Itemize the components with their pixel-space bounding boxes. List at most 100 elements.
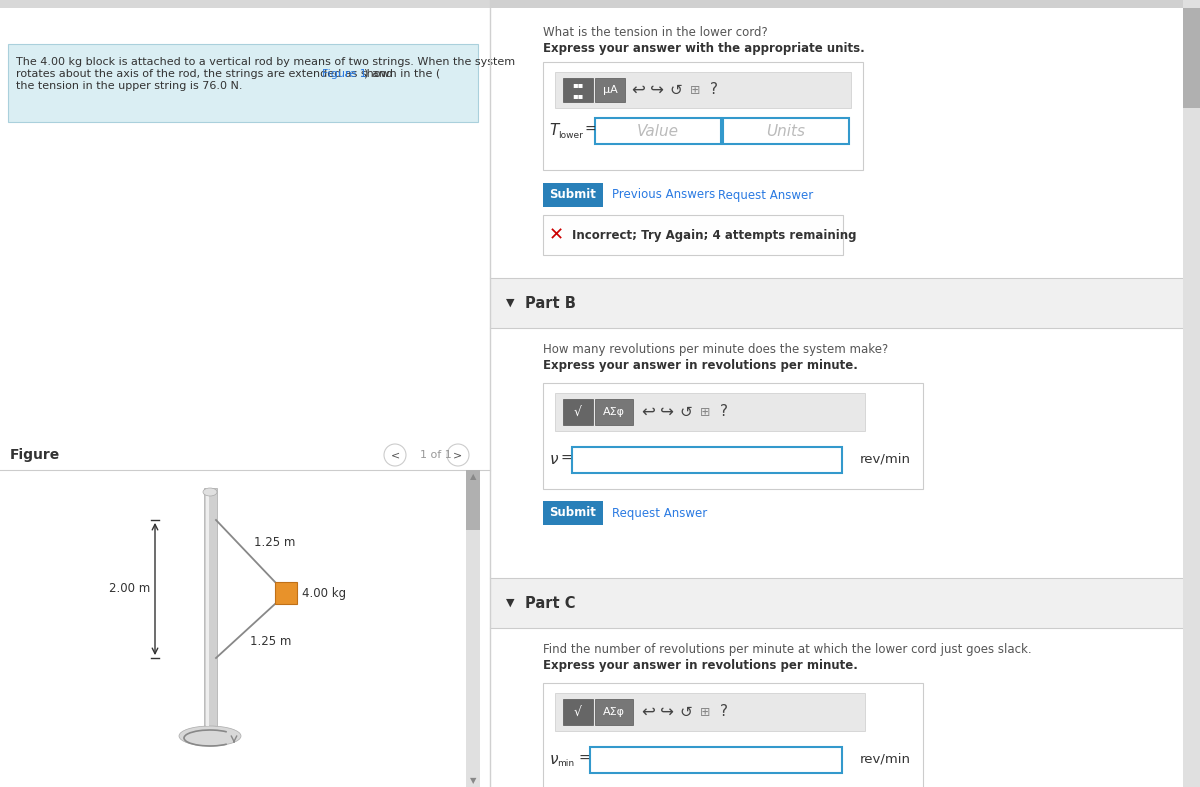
Text: ) and: ) and xyxy=(364,69,394,79)
Bar xyxy=(554,393,865,431)
Text: ↪: ↪ xyxy=(660,403,674,421)
Text: ?: ? xyxy=(720,405,728,419)
Bar xyxy=(0,0,1200,8)
Text: 1.25 m: 1.25 m xyxy=(253,536,295,549)
Text: Previous Answers: Previous Answers xyxy=(612,189,715,201)
Bar xyxy=(0,0,490,787)
Bar xyxy=(563,699,593,725)
Bar xyxy=(563,78,593,102)
Text: Submit: Submit xyxy=(550,189,596,201)
Text: Figure: Figure xyxy=(10,448,60,462)
Bar xyxy=(490,578,1200,628)
Bar xyxy=(466,470,480,787)
Text: Express your answer with the appropriate units.: Express your answer with the appropriate… xyxy=(542,42,865,55)
Bar xyxy=(542,683,923,787)
Bar xyxy=(204,488,217,726)
Text: rev/min: rev/min xyxy=(860,453,911,465)
Text: What is the tension in the lower cord?: What is the tension in the lower cord? xyxy=(542,26,768,39)
Text: Submit: Submit xyxy=(550,507,596,519)
Text: ⊞: ⊞ xyxy=(700,705,710,719)
Text: Units: Units xyxy=(767,124,805,139)
Text: =: = xyxy=(584,123,595,137)
Text: ▼: ▼ xyxy=(505,598,515,608)
Bar xyxy=(466,470,480,530)
Text: Find the number of revolutions per minute at which the lower cord just goes slac: Find the number of revolutions per minut… xyxy=(542,643,1032,656)
Bar xyxy=(572,447,842,473)
Text: >: > xyxy=(454,450,463,460)
Text: =: = xyxy=(560,452,571,466)
Bar xyxy=(542,62,863,170)
Bar xyxy=(0,470,490,787)
Ellipse shape xyxy=(179,726,241,746)
Text: ↺: ↺ xyxy=(679,405,692,419)
Text: μA: μA xyxy=(602,85,617,95)
Text: Request Answer: Request Answer xyxy=(612,507,707,519)
Bar xyxy=(1183,8,1200,108)
Text: Part C: Part C xyxy=(526,596,576,611)
Text: ▪▪
▪▪: ▪▪ ▪▪ xyxy=(572,80,583,100)
Bar xyxy=(490,0,1200,8)
Bar xyxy=(490,0,1200,787)
Text: √: √ xyxy=(574,705,582,719)
Text: ↪: ↪ xyxy=(650,81,664,99)
Text: ΑΣφ: ΑΣφ xyxy=(604,707,625,717)
Bar xyxy=(595,118,721,144)
Text: ↺: ↺ xyxy=(670,83,683,98)
Bar xyxy=(595,399,634,425)
Text: ↪: ↪ xyxy=(660,703,674,721)
Bar xyxy=(590,747,842,773)
Bar xyxy=(490,328,1200,578)
Text: Express your answer in revolutions per minute.: Express your answer in revolutions per m… xyxy=(542,359,858,372)
Bar xyxy=(542,501,604,525)
Text: ↩: ↩ xyxy=(631,81,644,99)
Text: How many revolutions per minute does the system make?: How many revolutions per minute does the… xyxy=(542,343,888,356)
Circle shape xyxy=(384,444,406,466)
Text: ↺: ↺ xyxy=(679,704,692,719)
Ellipse shape xyxy=(203,488,217,496)
Text: ⊞: ⊞ xyxy=(700,405,710,419)
Text: ΑΣφ: ΑΣφ xyxy=(604,407,625,417)
Text: $T$: $T$ xyxy=(550,122,562,138)
Text: Part B: Part B xyxy=(526,295,576,311)
Bar xyxy=(206,488,209,726)
Text: Express your answer in revolutions per minute.: Express your answer in revolutions per m… xyxy=(542,659,858,672)
Text: min: min xyxy=(557,759,574,768)
Bar xyxy=(490,278,1200,328)
Bar xyxy=(490,0,1200,8)
Bar xyxy=(542,383,923,489)
Bar xyxy=(8,44,478,122)
Bar xyxy=(595,78,625,102)
Text: 4.00 kg: 4.00 kg xyxy=(302,586,346,600)
Text: ▲: ▲ xyxy=(469,472,476,482)
Text: $\nu$: $\nu$ xyxy=(550,752,559,767)
Text: Figure 1: Figure 1 xyxy=(322,69,367,79)
Bar xyxy=(722,118,850,144)
Bar xyxy=(490,8,1200,278)
Text: ↩: ↩ xyxy=(641,703,655,721)
Text: ▼: ▼ xyxy=(505,298,515,308)
Text: The 4.00 kg block is attached to a vertical rod by means of two strings. When th: The 4.00 kg block is attached to a verti… xyxy=(16,57,515,67)
Text: the tension in the upper string is 76.0 N.: the tension in the upper string is 76.0 … xyxy=(16,81,242,91)
Bar xyxy=(275,582,298,604)
Text: ?: ? xyxy=(720,704,728,719)
Text: ?: ? xyxy=(710,83,718,98)
Text: =: = xyxy=(578,752,589,766)
Bar xyxy=(554,693,865,731)
Text: √: √ xyxy=(574,405,582,419)
Text: $\nu$: $\nu$ xyxy=(550,452,559,467)
Text: ✕: ✕ xyxy=(548,226,564,244)
Text: lower: lower xyxy=(558,131,583,141)
Text: ↩: ↩ xyxy=(641,403,655,421)
Bar xyxy=(563,399,593,425)
Text: ⊞: ⊞ xyxy=(690,83,701,97)
Text: 1 of 1: 1 of 1 xyxy=(420,450,451,460)
Bar xyxy=(595,699,634,725)
Text: <: < xyxy=(390,450,400,460)
Text: 2.00 m: 2.00 m xyxy=(109,582,150,596)
Bar xyxy=(554,72,851,108)
Bar xyxy=(542,183,604,207)
Bar xyxy=(0,440,490,470)
Circle shape xyxy=(446,444,469,466)
Text: ▼: ▼ xyxy=(469,777,476,785)
Text: Value: Value xyxy=(637,124,679,139)
